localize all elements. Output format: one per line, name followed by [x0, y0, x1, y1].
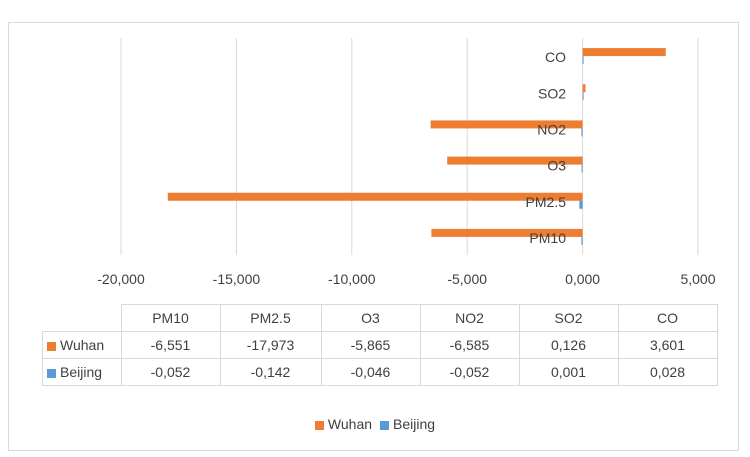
bar-beijing-o3: [581, 164, 583, 173]
data-table-cell: -6,551: [120, 331, 221, 359]
data-table-corner: [42, 304, 122, 332]
legend-label: Beijing: [393, 416, 436, 432]
bar-wuhan-pm10: [431, 228, 583, 237]
category-label: SO2: [538, 85, 566, 101]
category-labels: PM10 PM2.5 O3 NO2 SO2 CO: [526, 49, 567, 246]
bar-beijing-co: [582, 56, 584, 65]
data-table-cell: 0,126: [518, 331, 619, 359]
legend-key-icon: [47, 368, 56, 378]
bar-beijing-no2: [581, 128, 583, 137]
gridlines: [120, 38, 699, 255]
bar-wuhan-o3: [447, 156, 583, 165]
x-tick-label: -5,000: [447, 271, 487, 287]
category-label: PM10: [529, 230, 566, 246]
data-table-cell: -0,046: [320, 358, 421, 386]
data-table-header-cell: O3: [320, 304, 421, 332]
legend: Wuhan Beijing: [0, 416, 750, 432]
series-name: Beijing: [60, 364, 103, 380]
data-table-header-cell: CO: [617, 304, 718, 332]
category-label: CO: [545, 49, 566, 65]
data-table-cell: -0,142: [219, 358, 322, 386]
x-tick-label: 0,000: [565, 271, 600, 287]
data-table-row-label: Wuhan: [42, 331, 122, 359]
x-tick-label: -20,000: [97, 271, 145, 287]
bar-wuhan-no2: [430, 120, 583, 129]
bar-beijing-so2: [582, 92, 584, 101]
legend-swatch-icon: [314, 420, 324, 430]
legend-item: Beijing: [380, 416, 435, 432]
category-label: O3: [547, 158, 566, 174]
data-table-cell: 3,601: [617, 331, 718, 359]
data-table-cell: 0,001: [518, 358, 619, 386]
series-name: Wuhan: [60, 337, 105, 353]
legend-label: Wuhan: [327, 416, 373, 432]
bars: [167, 48, 666, 245]
legend-swatch-icon: [380, 420, 390, 430]
data-table-cell: 0,028: [617, 358, 718, 386]
bar-beijing-pm10: [581, 236, 583, 245]
bar-beijing-pm25: [579, 200, 583, 209]
x-tick-label: -10,000: [328, 271, 376, 287]
bar-wuhan-so2: [582, 84, 586, 93]
x-tick-label: 5,000: [680, 271, 715, 287]
category-label: NO2: [537, 121, 566, 137]
data-table-header-cell: PM10: [120, 304, 221, 332]
data-table: PM10 PM2.5 O3 NO2 SO2 CO Wuhan -6,551 -17,973 -5…: [42, 304, 718, 386]
data-table-header-cell: NO2: [419, 304, 520, 332]
data-table-cell: -5,865: [320, 331, 421, 359]
data-table-row: Wuhan -6,551 -17,973 -5,865 -6,585 0,126 3,601: [42, 331, 718, 359]
legend-key-icon: [47, 341, 56, 351]
data-table-row: Beijing -0,052 -0,142 -0,046 -0,052 0,001 0,02…: [42, 358, 718, 386]
category-label: PM2.5: [526, 194, 567, 210]
data-table-cell: -6,585: [419, 331, 520, 359]
x-tick-labels: -20,000 -15,000 -10,000 -5,000 0,000 5,000: [97, 271, 715, 287]
data-table-cell: -17,973: [219, 331, 322, 359]
legend-item: Wuhan: [314, 416, 373, 432]
data-table-cell: -0,052: [419, 358, 520, 386]
data-table-header-cell: PM2.5: [219, 304, 322, 332]
data-table-cell: -0,052: [120, 358, 221, 386]
data-table-header-cell: SO2: [518, 304, 619, 332]
x-tick-label: -15,000: [213, 271, 261, 287]
data-table-row-label: Beijing: [42, 358, 122, 386]
bar-wuhan-pm25: [167, 192, 583, 201]
bar-chart: PM10 PM2.5 O3 NO2 SO2 CO -20,000 -15,000 -10,00…: [97, 38, 716, 287]
bar-wuhan-co: [582, 48, 666, 57]
data-table-header: PM10 PM2.5 O3 NO2 SO2 CO: [42, 304, 718, 332]
